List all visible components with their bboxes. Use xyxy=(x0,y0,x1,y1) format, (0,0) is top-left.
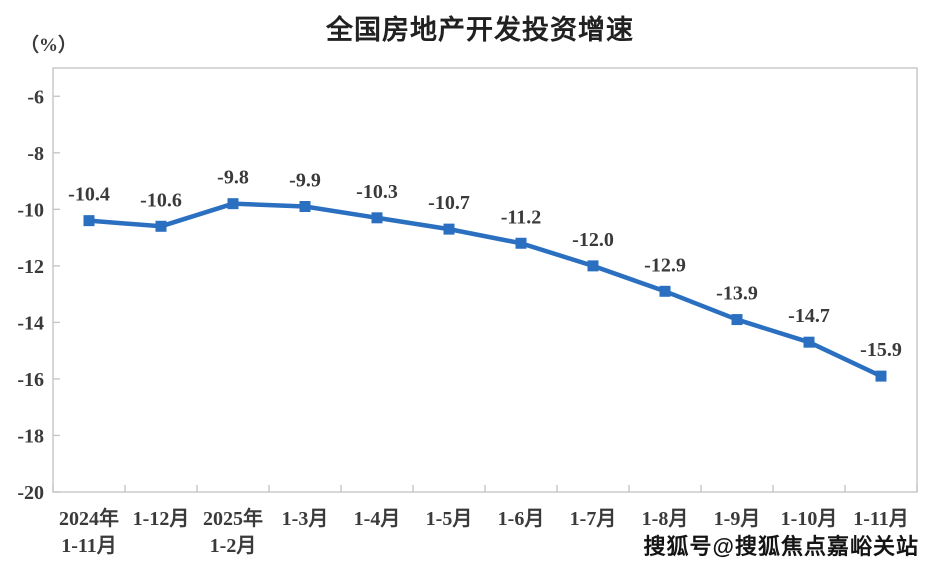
data-point-marker xyxy=(371,212,383,224)
data-point-label: -14.7 xyxy=(788,305,830,327)
y-tick-label: -16 xyxy=(17,369,44,391)
data-point-label: -15.9 xyxy=(860,339,902,361)
x-category-label: 1-11月 xyxy=(853,508,909,530)
data-point-label: -12.0 xyxy=(572,229,614,251)
data-point-marker xyxy=(443,223,455,235)
y-tick-label: -6 xyxy=(27,86,44,108)
x-category-label: 1-9月 xyxy=(714,508,761,530)
data-point-label: -10.3 xyxy=(356,181,398,203)
plot-frame xyxy=(52,67,918,493)
data-point-label: -12.9 xyxy=(644,254,686,276)
data-point-marker xyxy=(299,201,311,213)
data-point-marker xyxy=(587,260,599,272)
data-point-marker xyxy=(875,370,887,382)
y-tick-label: -14 xyxy=(17,312,44,334)
data-point-label: -13.9 xyxy=(716,283,758,305)
x-category-label: 1-10月 xyxy=(781,508,838,530)
y-tick-label: -20 xyxy=(17,482,44,504)
data-point-marker xyxy=(83,215,95,227)
data-point-label: -9.8 xyxy=(217,167,249,189)
y-tick-label: -10 xyxy=(17,199,44,221)
data-point-label: -9.9 xyxy=(289,170,321,192)
x-category-label: 2024年 1-11月 xyxy=(59,506,119,557)
y-tick-label: -12 xyxy=(17,256,44,278)
x-category-label: 1-8月 xyxy=(642,508,689,530)
chart-title: 全国房地产开发投资增速 xyxy=(326,15,634,45)
x-category-label: 1-6月 xyxy=(498,508,545,530)
data-point-label: -10.6 xyxy=(140,189,182,211)
data-point-marker xyxy=(155,220,167,232)
y-tick-label: -18 xyxy=(17,425,44,447)
data-point-label: -11.2 xyxy=(501,206,542,228)
x-category-label: 1-3月 xyxy=(282,508,329,530)
data-point-marker xyxy=(803,336,815,348)
data-point-marker xyxy=(227,198,239,210)
watermark-text: 搜狐号@搜狐焦点嘉峪关站 xyxy=(643,534,919,559)
data-point-marker xyxy=(731,314,743,326)
x-category-label: 1-7月 xyxy=(570,508,617,530)
data-point-label: -10.4 xyxy=(68,184,110,206)
x-category-label: 1-4月 xyxy=(354,508,401,530)
data-point-label: -10.7 xyxy=(428,192,470,214)
y-axis-unit-label: （%） xyxy=(20,35,78,56)
line-series xyxy=(86,201,884,379)
data-point-marker xyxy=(659,285,671,297)
data-point-marker xyxy=(515,237,527,249)
x-category-label: 1-5月 xyxy=(426,508,473,530)
x-category-label: 2025年 1-2月 xyxy=(203,506,263,557)
x-category-label: 1-12月 xyxy=(133,508,190,530)
y-tick-label: -8 xyxy=(27,143,44,165)
